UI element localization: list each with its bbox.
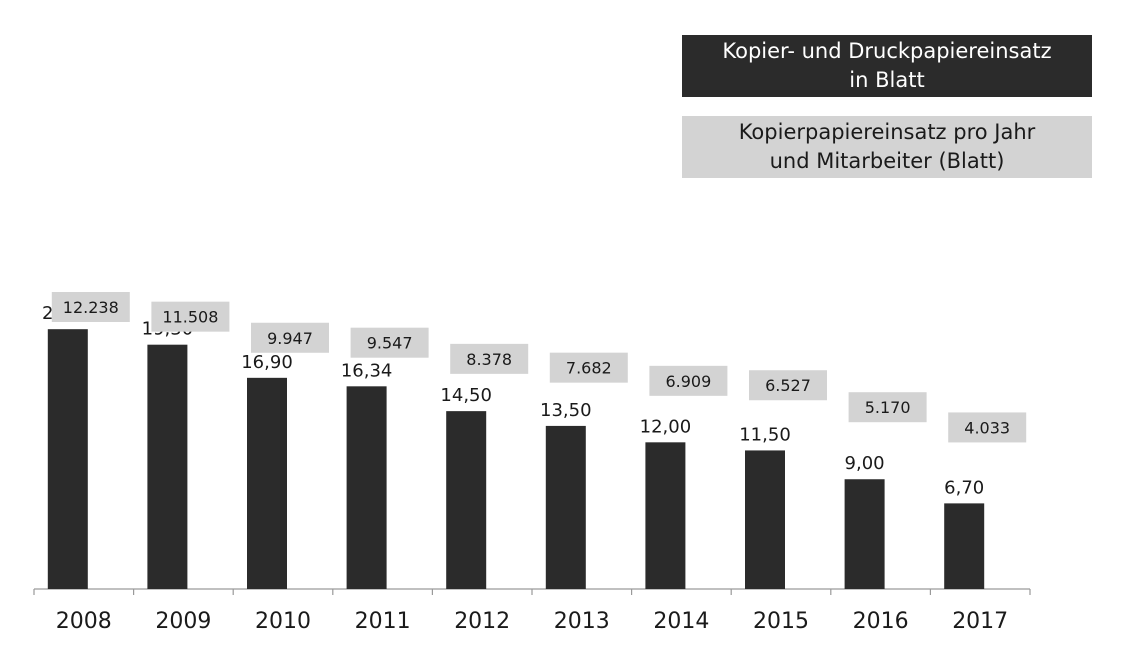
sheet-count-label-2016: 5.170 (865, 398, 911, 417)
x-tick-label-2010: 2010 (255, 609, 311, 634)
bar-2013 (545, 425, 586, 589)
bar-value-label-2011: 16,34 (341, 360, 393, 381)
sheet-count-box-2013: 7.682 (549, 352, 628, 383)
x-tick-label-2015: 2015 (753, 609, 809, 634)
legend-dark-line-1: Kopier- und Druckpapiereinsatz (722, 39, 1052, 63)
sheet-count-box-2012: 8.378 (450, 343, 529, 374)
sheet-count-label-2015: 6.527 (765, 376, 811, 395)
bar-value-label-2016: 9,00 (845, 453, 885, 474)
sheet-count-label-2012: 8.378 (466, 350, 512, 369)
legend-light-line-2: und Mitarbeiter (Blatt) (769, 149, 1005, 173)
x-tick-label-2013: 2013 (554, 609, 610, 634)
sheet-count-box-2010: 9.947 (251, 322, 329, 353)
bar-2012 (446, 411, 487, 589)
bar-2016 (844, 479, 885, 589)
bar-2011 (346, 386, 387, 589)
bar-value-label-2015: 11,50 (739, 424, 791, 445)
sheet-count-box-2015: 6.527 (749, 370, 827, 401)
bar-value-label-2010: 16,90 (241, 352, 293, 373)
sheet-count-label-2008: 12.238 (63, 298, 119, 317)
legend-entry-light: Kopierpapiereinsatz pro Jahr und Mitarbe… (682, 116, 1092, 178)
bar-value-label-2013: 13,50 (540, 400, 592, 421)
sheet-count-label-2011: 9.547 (367, 334, 413, 353)
sheet-count-label-2010: 9.947 (267, 329, 313, 348)
legend-dark-line-2: in Blatt (849, 68, 925, 92)
legend-entry-dark: Kopier- und Druckpapiereinsatz in Blatt (682, 35, 1092, 97)
sheet-count-label-2017: 4.033 (964, 418, 1010, 437)
x-tick-label-2008: 2008 (56, 609, 112, 634)
bar-2009 (147, 344, 188, 589)
x-tick-label-2012: 2012 (454, 609, 510, 634)
sheet-count-box-2017: 4.033 (948, 412, 1027, 443)
bar-2017 (944, 503, 985, 589)
sheet-count-box-2014: 6.909 (649, 365, 728, 396)
legend-light-line-1: Kopierpapiereinsatz pro Jahr (738, 120, 1036, 144)
bar-value-label-2014: 12,00 (640, 416, 692, 437)
bar-2015 (745, 450, 785, 589)
bar-2008 (47, 329, 88, 589)
sheet-count-box-2016: 5.170 (848, 392, 927, 423)
bar-2014 (645, 442, 686, 589)
x-tick-label-2017: 2017 (952, 609, 1008, 634)
sheet-count-box-2011: 9.547 (350, 327, 429, 358)
sheet-count-label-2014: 6.909 (665, 372, 711, 391)
x-tick-label-2016: 2016 (853, 609, 909, 634)
bar-2010 (247, 377, 287, 589)
bar-value-label-2012: 14,50 (440, 385, 492, 406)
sheet-count-box-2008: 12.238 (51, 292, 130, 322)
bar-value-label-2017: 6,70 (944, 477, 984, 498)
x-tick-label-2011: 2011 (355, 609, 411, 634)
sheet-count-label-2013: 7.682 (566, 359, 612, 378)
sheet-count-box-2009: 11.508 (151, 301, 230, 332)
x-tick-label-2014: 2014 (653, 609, 709, 634)
sheet-count-label-2009: 11.508 (162, 308, 218, 327)
x-tick-label-2009: 2009 (155, 609, 211, 634)
